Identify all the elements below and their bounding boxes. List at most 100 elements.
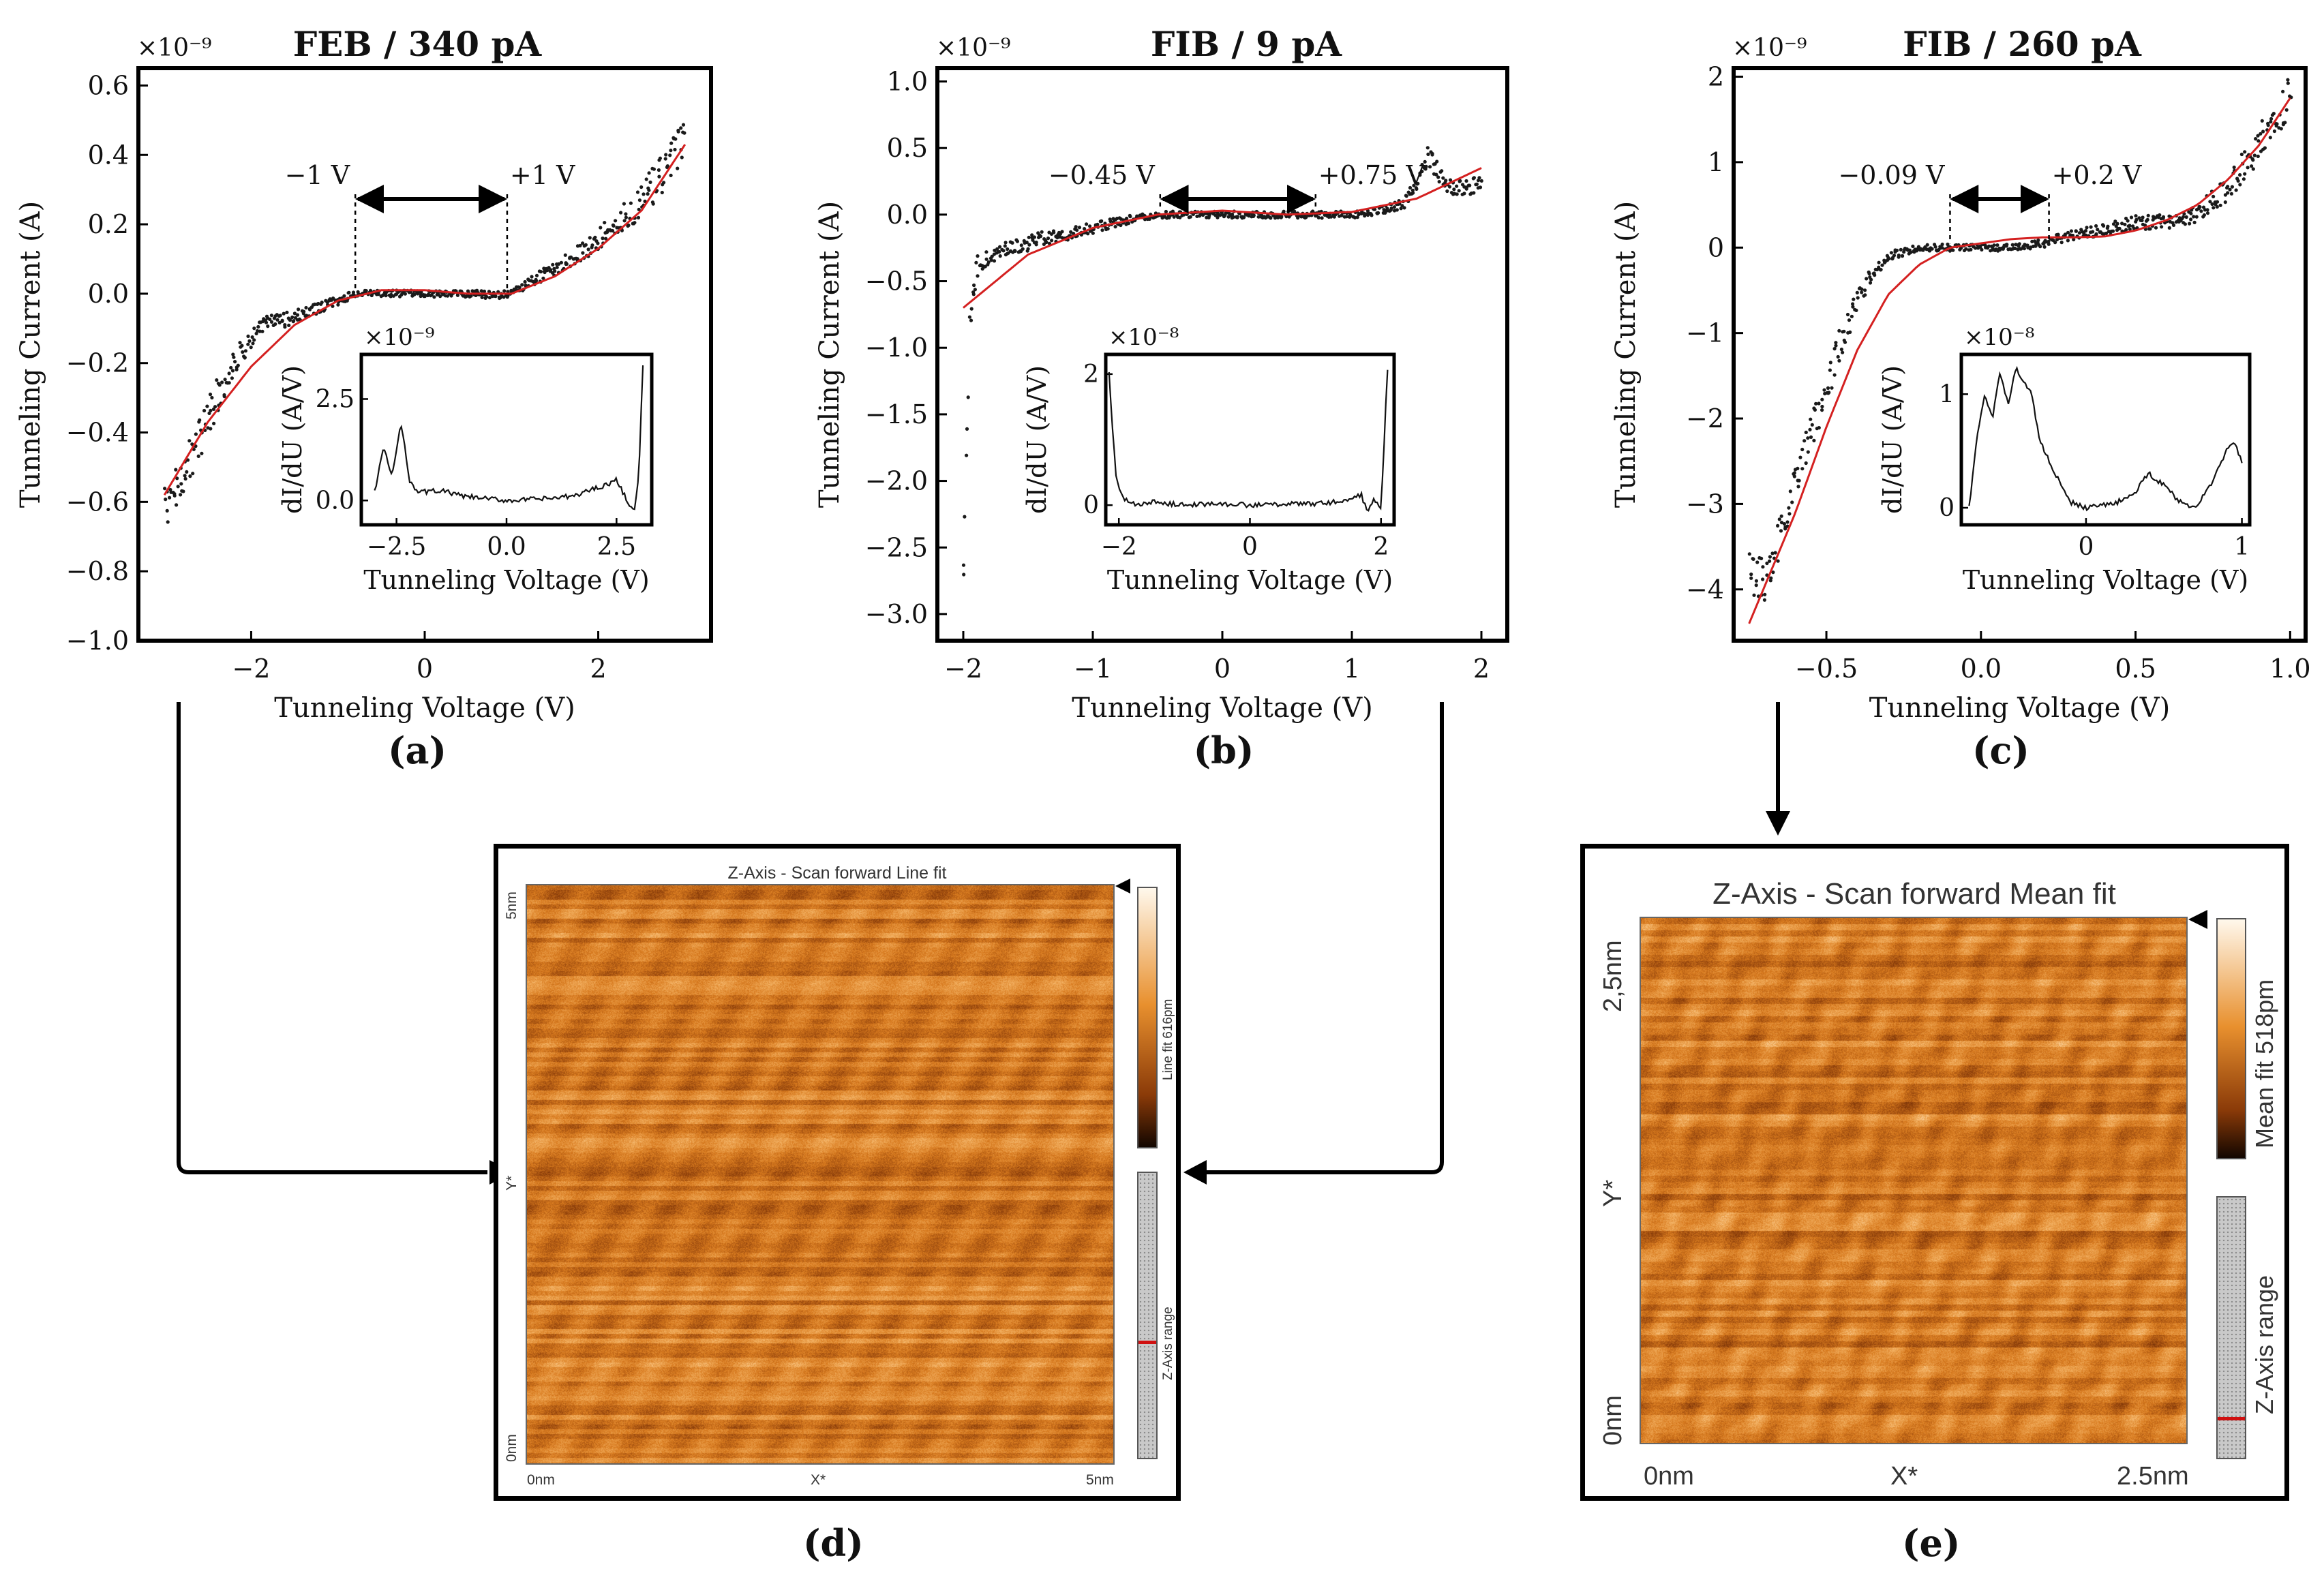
- data-point: [1475, 182, 1479, 186]
- data-point: [1868, 281, 1873, 285]
- inset-y-axis-label: dI/dU (A/V): [1022, 365, 1052, 514]
- data-point: [578, 243, 582, 247]
- afm-d-x-left-label: 0nm: [527, 1472, 555, 1488]
- data-point: [1777, 517, 1781, 521]
- data-point: [175, 476, 179, 481]
- data-point: [997, 249, 1001, 254]
- data-point: [2261, 129, 2265, 134]
- data-point: [523, 279, 527, 284]
- data-point: [1940, 246, 1944, 250]
- data-point: [642, 192, 646, 196]
- data-point: [2117, 226, 2122, 230]
- y-tick-label: −3.0: [865, 599, 928, 629]
- data-point: [1060, 236, 1064, 240]
- data-point: [1085, 222, 1089, 226]
- data-point: [1992, 243, 1996, 247]
- data-point: [1768, 559, 1772, 563]
- data-point: [2183, 222, 2187, 226]
- data-point: [2132, 226, 2136, 230]
- data-point: [342, 294, 346, 298]
- y-axis-label: Tunneling Current (A): [15, 201, 46, 508]
- data-point: [2017, 242, 2021, 246]
- data-point: [1809, 417, 1813, 421]
- data-point: [1828, 361, 1832, 365]
- data-point: [2214, 202, 2218, 207]
- data-point: [1412, 183, 1416, 187]
- data-point: [250, 335, 254, 339]
- data-point: [1749, 576, 1753, 580]
- afm-d-y-mid-label: Y*: [504, 1175, 519, 1191]
- data-point: [2126, 219, 2130, 223]
- data-point: [1038, 234, 1043, 239]
- data-point: [646, 192, 650, 196]
- data-point: [320, 301, 324, 305]
- data-point: [2128, 227, 2132, 231]
- data-point: [1072, 232, 1076, 236]
- afm-e-colorbar: [2216, 918, 2246, 1159]
- data-point: [1763, 592, 1767, 596]
- data-point: [2252, 153, 2257, 157]
- inset-frame: [1959, 352, 2252, 527]
- gap-left-label: −1 V: [285, 160, 350, 190]
- y-tick-label: −1.5: [865, 399, 928, 429]
- data-point: [202, 408, 207, 413]
- data-point: [1995, 243, 1999, 247]
- data-point: [657, 174, 661, 179]
- data-point: [644, 177, 648, 181]
- data-point: [651, 202, 655, 206]
- data-point: [992, 259, 997, 263]
- data-point: [480, 295, 484, 299]
- y-tick-label: −4: [1686, 575, 1724, 605]
- data-point: [1779, 521, 1784, 525]
- data-point: [403, 292, 408, 296]
- data-point: [1832, 347, 1837, 351]
- data-point: [187, 439, 192, 443]
- data-point: [2106, 224, 2110, 228]
- data-point: [227, 381, 231, 385]
- data-point: [209, 427, 213, 431]
- data-point: [2268, 136, 2272, 140]
- data-point: [238, 341, 242, 345]
- data-point: [520, 283, 524, 287]
- data-point: [295, 313, 300, 317]
- y-tick-label: 0.4: [88, 140, 129, 170]
- data-point: [1012, 249, 1017, 253]
- data-point: [223, 378, 227, 382]
- data-point: [1075, 228, 1079, 232]
- fit-curve: [1748, 97, 2291, 624]
- data-point: [965, 427, 969, 431]
- data-point: [1069, 230, 1073, 234]
- data-point: [1423, 159, 1427, 164]
- data-point: [624, 215, 629, 219]
- data-point: [1769, 576, 1773, 580]
- inset-y-tick-label: 1: [1939, 380, 1955, 408]
- data-point: [1889, 251, 1893, 255]
- data-point: [652, 167, 657, 171]
- data-point: [254, 331, 258, 335]
- data-point: [2242, 177, 2246, 181]
- data-point: [1424, 164, 1428, 168]
- data-point: [2266, 121, 2270, 125]
- data-point: [2161, 216, 2165, 220]
- data-point: [1477, 176, 1481, 180]
- y-tick-label: −0.2: [66, 348, 129, 378]
- data-point: [2167, 226, 2171, 230]
- data-point: [301, 311, 305, 316]
- data-point: [232, 355, 236, 359]
- data-point: [1860, 287, 1864, 291]
- y-tick-label: −0.4: [66, 418, 129, 448]
- data-point: [517, 286, 522, 290]
- data-point: [1845, 312, 1850, 317]
- data-point: [380, 293, 384, 298]
- afm-e-range-label: Z-Axis range: [2250, 1275, 2278, 1414]
- inset-x-tick-label: −2: [1101, 533, 1137, 561]
- data-point: [2148, 227, 2152, 231]
- data-point: [2215, 204, 2219, 209]
- data-point: [1771, 570, 1775, 575]
- data-point: [1749, 573, 1753, 577]
- y-tick-label: 0.5: [887, 133, 928, 163]
- data-point: [243, 356, 247, 360]
- y-tick-label: −2.5: [865, 532, 928, 562]
